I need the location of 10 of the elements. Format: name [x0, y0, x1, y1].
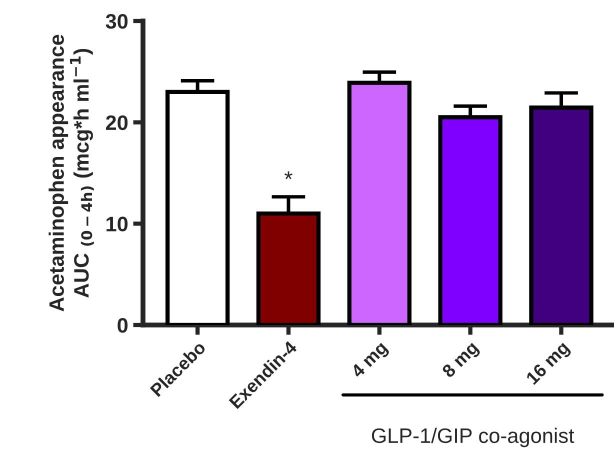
y-tick-label: 30 [106, 14, 128, 29]
x-tick-label: 16 mg [525, 340, 572, 388]
annotation: * [284, 171, 292, 180]
text: GLP-1/GIP co-agonist [372, 428, 574, 448]
x-tick-label: 4 mg [350, 340, 390, 382]
x-tick-label: 8 mg [441, 340, 482, 381]
y-tick-label: 0 [118, 318, 128, 333]
y-axis-title: Acetaminophen appearance AUC $_{(0−4h)}$ (mcg*h ml$^{−1}$) [48, 34, 94, 312]
y-tick-label: 20 [106, 115, 128, 130]
y-tick-label: 10 [106, 216, 128, 232]
